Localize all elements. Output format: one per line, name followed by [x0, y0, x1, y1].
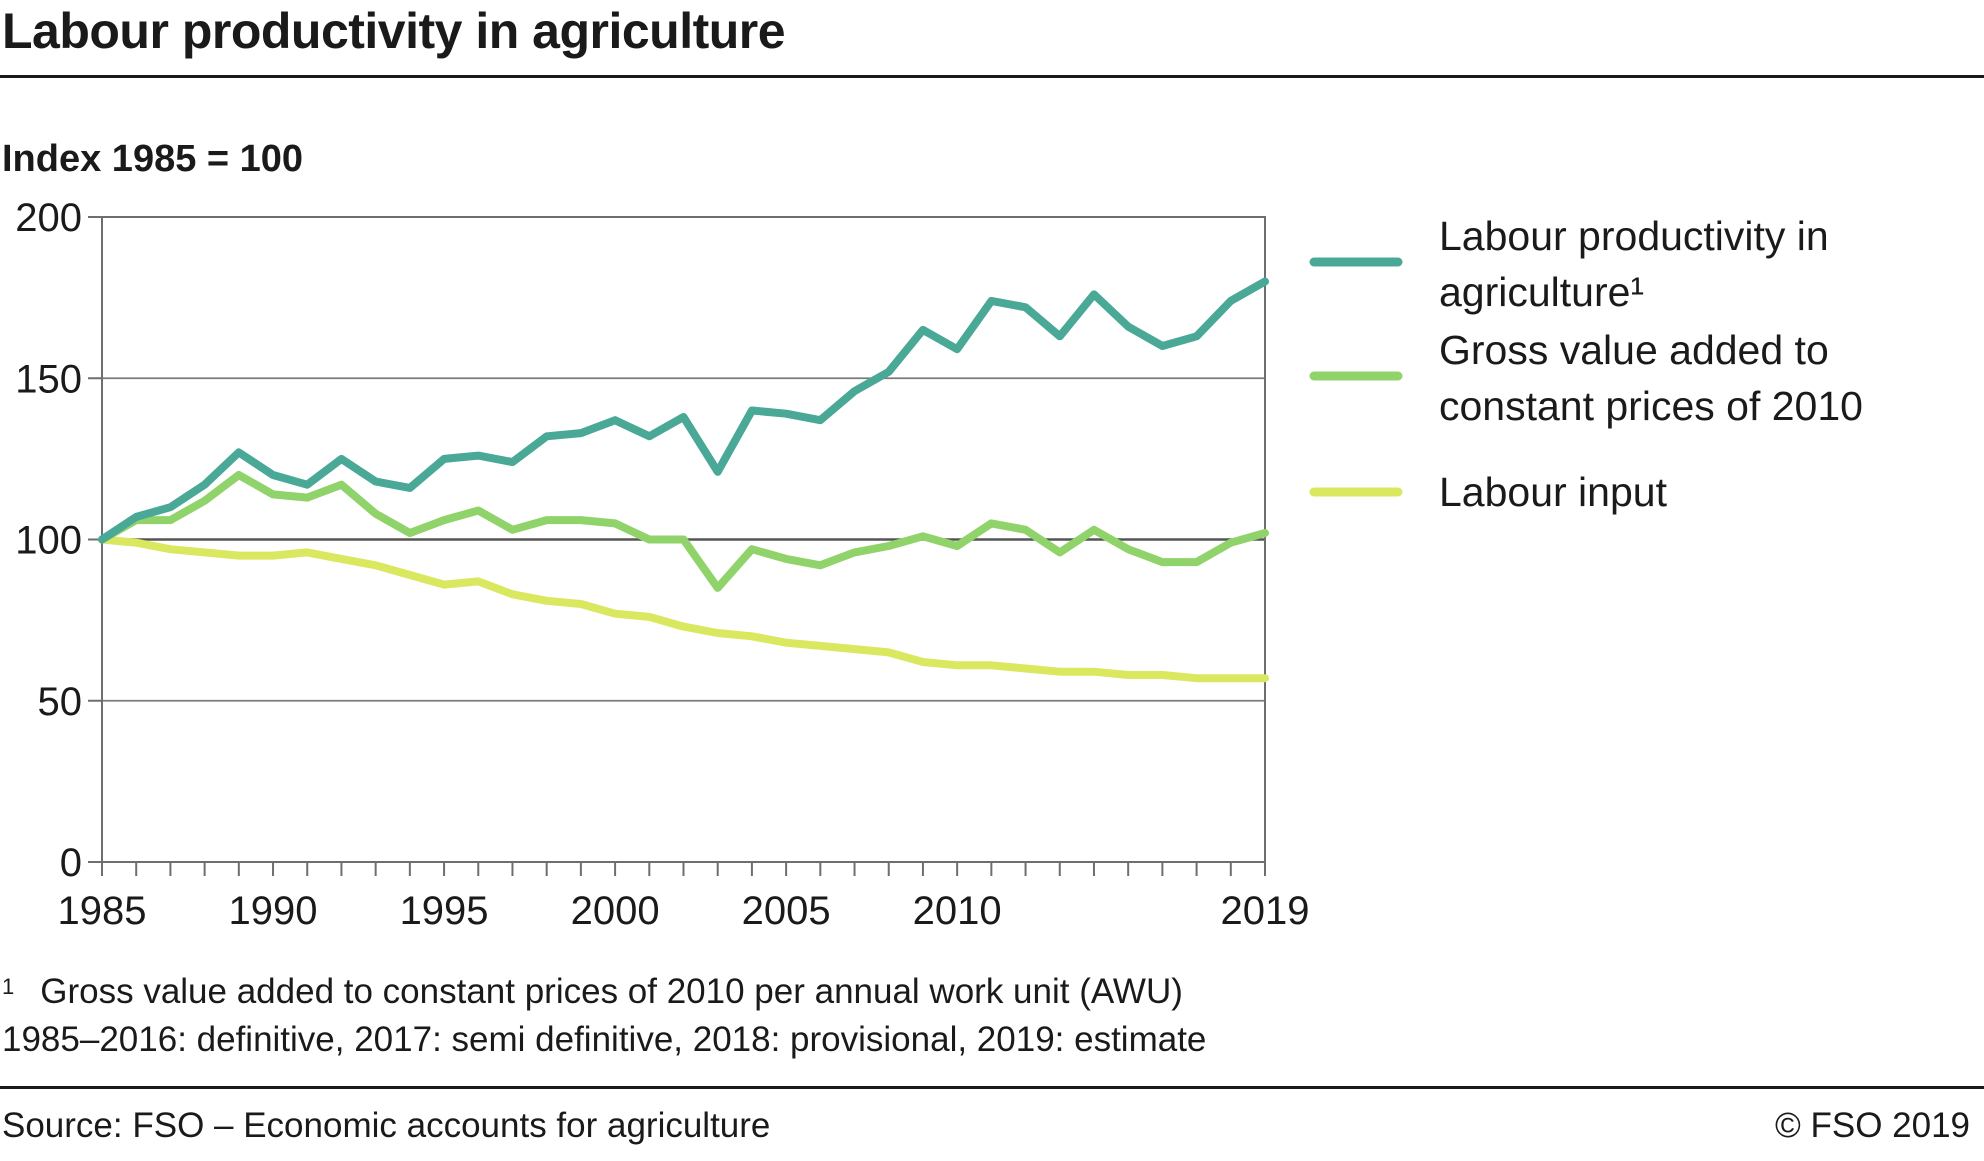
x-tick-label-2005: 2005: [742, 889, 831, 933]
legend-label-1-line-1: Labour productivity in: [1439, 213, 1829, 259]
x-tick-label-1985: 1985: [58, 889, 147, 933]
copyright-text: © FSO 2019: [1774, 1106, 1970, 1145]
series-line-3: [98, 535, 1269, 683]
legend-label-2-line-2: constant prices of 2010: [1439, 383, 1863, 429]
y-axis-title: Index 1985 = 100: [2, 138, 304, 180]
chart-legend: Labour productivity in agriculture¹ Gross …: [1309, 213, 1863, 515]
chart-series: [98, 277, 1269, 683]
top-rule: [0, 75, 1984, 78]
chart-title: Labour productivity in agriculture: [2, 3, 786, 59]
y-tick-label-150: 150: [15, 357, 82, 401]
x-tick-label-2000: 2000: [571, 889, 660, 933]
footnote-mark: 1: [2, 974, 15, 999]
x-tick-label-1990: 1990: [229, 889, 318, 933]
legend-label-3-line-1: Labour input: [1439, 469, 1668, 515]
y-tick-label-100: 100: [15, 519, 82, 563]
legend-label-1-line-2: agriculture¹: [1439, 269, 1644, 315]
footnote-text: Gross value added to constant prices of …: [40, 972, 1183, 1011]
x-tick-label-2019: 2019: [1221, 889, 1310, 933]
y-tick-label-0: 0: [60, 841, 82, 885]
footnote: 1 Gross value added to constant prices of…: [2, 972, 1183, 1012]
legend-label-2-line-1: Gross value added to: [1439, 327, 1829, 373]
series-line-2: [98, 471, 1269, 592]
data-status-note: 1985–2016: definitive, 2017: semi defini…: [2, 1020, 1207, 1059]
series-line-1: [98, 277, 1269, 544]
source-text: Source: FSO – Economic accounts for agri…: [2, 1106, 771, 1145]
x-tick-label-2010: 2010: [913, 889, 1002, 933]
y-tick-label-200: 200: [15, 196, 82, 240]
bottom-rule: [0, 1086, 1984, 1089]
y-tick-label-50: 50: [38, 680, 83, 724]
chart-axes: 0 50 100 150 200 1985 1990 1995 2000 2005 2010 2019: [15, 196, 1309, 933]
x-tick-label-1995: 1995: [400, 889, 489, 933]
